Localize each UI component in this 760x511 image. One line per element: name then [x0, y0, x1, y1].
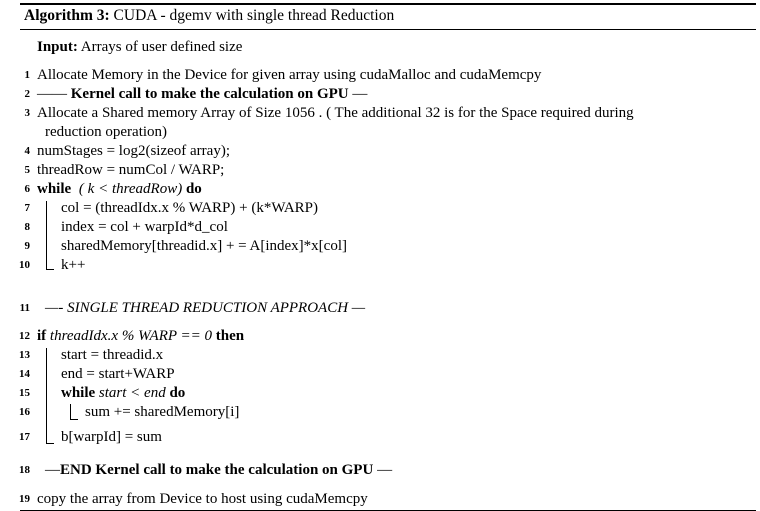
while-condition: start < end	[98, 385, 166, 401]
caption-bottom-rule	[20, 29, 756, 30]
algo-line: k++	[61, 257, 86, 273]
line-number: 2	[24, 88, 31, 100]
line-number: 16	[19, 406, 30, 418]
while-block-bar	[46, 201, 47, 270]
keyword-do: do	[169, 385, 186, 401]
line-number: 17	[19, 431, 30, 443]
line-number: 4	[24, 145, 31, 157]
keyword-do: do	[185, 181, 202, 197]
line-number: 7	[24, 202, 31, 214]
line-number: 3	[24, 107, 31, 119]
line-number: 6	[24, 183, 31, 195]
if-line: if threadIdx.x % WARP == 0 then	[37, 327, 244, 346]
while-line: while ( k < threadRow) do	[37, 180, 202, 199]
algo-line: Allocate Memory in the Device for given …	[37, 67, 542, 83]
while-block-end	[46, 269, 54, 270]
inner-while-end	[70, 419, 78, 420]
dash-suffix: —	[373, 462, 393, 478]
algo-line: b[warpId] = sum	[61, 429, 162, 445]
keyword-then: then	[215, 328, 245, 344]
inner-while-bar	[70, 404, 71, 420]
caption-label: Algorithm 3:	[24, 7, 110, 24]
keyword-while: while	[37, 181, 72, 197]
kernel-start-line: —— Kernel call to make the calculation o…	[37, 85, 367, 104]
algo-line: Allocate a Shared memory Array of Size 1…	[37, 105, 634, 121]
dash-prefix: ——	[37, 86, 71, 102]
line-number: 19	[19, 493, 30, 505]
line-number: 11	[19, 302, 30, 314]
inner-while-line: while start < end do	[61, 384, 185, 403]
if-block-bar	[46, 348, 47, 444]
line-number: 8	[24, 221, 31, 233]
dash-prefix: —	[45, 462, 60, 478]
algorithm-caption: Algorithm 3: CUDA - dgemv with single th…	[24, 6, 394, 26]
caption-title: CUDA - dgemv with single thread Reductio…	[113, 7, 395, 24]
line-number: 13	[19, 349, 30, 361]
if-block-end	[46, 443, 54, 444]
kernel-end-line: —END Kernel call to make the calculation…	[45, 461, 392, 480]
line-number: 12	[19, 330, 30, 342]
algo-line: col = (threadIdx.x % WARP) + (k*WARP)	[61, 200, 319, 216]
line-number: 15	[19, 387, 30, 399]
algo-line: threadRow = numCol / WARP;	[37, 162, 225, 178]
line-number: 9	[24, 240, 31, 252]
caption-top-rule	[20, 3, 756, 5]
algo-line: sharedMemory[threadid.x] + = A[index]*x[…	[61, 238, 347, 254]
input-line: Input: Arrays of user defined size	[37, 38, 242, 57]
algo-line: sum += sharedMemory[i]	[85, 404, 240, 420]
line-number: 10	[19, 259, 30, 271]
if-condition: threadIdx.x % WARP == 0	[49, 328, 212, 344]
dash-suffix: —	[348, 86, 368, 102]
reduction-heading: —- SINGLE THREAD REDUCTION APPROACH —	[45, 300, 366, 316]
line-number: 5	[24, 164, 31, 176]
algo-line: start = threadid.x	[61, 347, 164, 363]
kernel-start-text: Kernel call to make the calculation on G…	[70, 86, 349, 102]
keyword-if: if	[37, 328, 47, 344]
algo-line: end = start+WARP	[61, 366, 175, 382]
algo-line-continuation: reduction operation)	[45, 124, 168, 140]
algo-line: index = col + warpId*d_col	[61, 219, 228, 235]
algo-line: numStages = log2(sizeof array);	[37, 143, 230, 159]
line-number: 18	[19, 464, 30, 476]
line-number: 14	[19, 368, 30, 380]
keyword-while: while	[61, 385, 96, 401]
input-text: Arrays of user defined size	[80, 39, 243, 55]
line-number: 1	[24, 69, 31, 81]
while-condition: ( k < threadRow)	[78, 181, 183, 197]
input-label: Input:	[37, 39, 78, 55]
algo-line: copy the array from Device to host using…	[37, 491, 368, 507]
kernel-end-text: END Kernel call to make the calculation …	[60, 462, 374, 478]
